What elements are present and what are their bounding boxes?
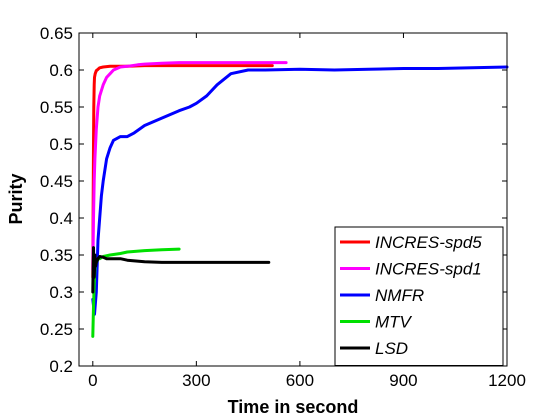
- legend: INCRES-spd5 INCRES-spd1 NMFR MTV LSD: [334, 226, 504, 366]
- y-tick-label: 0.65: [40, 24, 73, 43]
- legend-label-2: NMFR: [375, 286, 424, 305]
- y-tick-label: 0.6: [49, 61, 73, 80]
- series-layer: [91, 61, 509, 338]
- series-line-1: [91, 61, 288, 272]
- x-tick-label: 900: [389, 371, 417, 390]
- legend-label-0: INCRES-spd5: [375, 233, 482, 252]
- legend-label-4: LSD: [375, 339, 408, 358]
- plot-frame: [78, 32, 508, 367]
- y-axis-label: Purity: [6, 173, 26, 224]
- y-tick-label: 0.25: [40, 320, 73, 339]
- series-line-0: [91, 64, 274, 279]
- x-tick-label: 0: [88, 371, 97, 390]
- y-tick-label: 0.3: [49, 283, 73, 302]
- x-tick-label: 300: [182, 371, 210, 390]
- y-tick-label: 0.35: [40, 246, 73, 265]
- y-tick-label: 0.45: [40, 172, 73, 191]
- series-line-4: [91, 246, 271, 294]
- y-tick-label: 0.2: [49, 357, 73, 376]
- legend-label-1: INCRES-spd1: [375, 260, 482, 279]
- legend-label-3: MTV: [375, 313, 413, 332]
- x-tick-label: 600: [286, 371, 314, 390]
- y-tick-label: 0.55: [40, 98, 73, 117]
- y-tick-label: 0.4: [49, 209, 73, 228]
- series-line-2: [91, 65, 509, 316]
- ticks-layer: 0 300 600 900 1200 0.2 0.25 0.3 0.35 0.4 0.45 0.5 0.…: [40, 24, 526, 390]
- x-axis-label: Time in second: [228, 397, 359, 417]
- x-tick-label: 1200: [488, 371, 526, 390]
- y-tick-label: 0.5: [49, 135, 73, 154]
